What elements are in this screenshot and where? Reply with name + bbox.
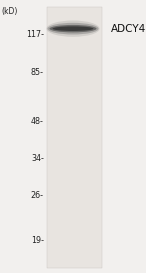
Ellipse shape [53, 26, 93, 31]
Ellipse shape [47, 23, 99, 34]
Text: (kD): (kD) [1, 7, 18, 16]
Text: 26-: 26- [31, 191, 44, 200]
Text: 85-: 85- [31, 68, 44, 77]
Text: 48-: 48- [31, 117, 44, 126]
Text: ADCY4: ADCY4 [111, 24, 146, 34]
Text: 19-: 19- [31, 236, 44, 245]
Text: 34-: 34- [31, 154, 44, 163]
Ellipse shape [49, 25, 97, 32]
Ellipse shape [46, 20, 100, 37]
Bar [47, 7, 102, 268]
Text: 117-: 117- [26, 30, 44, 38]
